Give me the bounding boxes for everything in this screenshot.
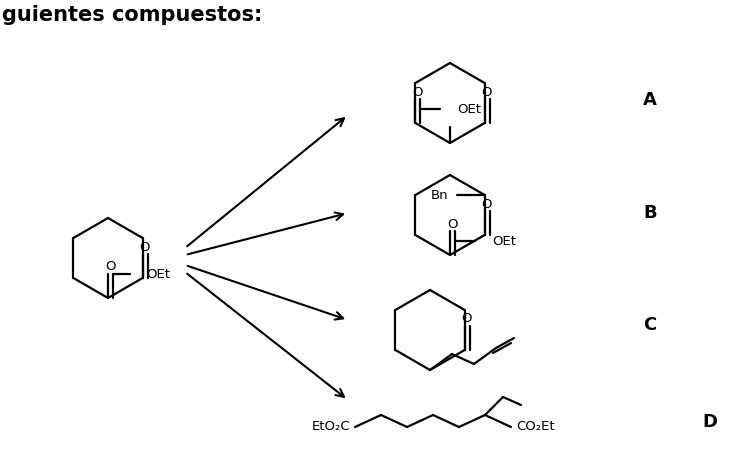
Text: A: A bbox=[643, 91, 657, 109]
Text: CO₂Et: CO₂Et bbox=[516, 420, 555, 434]
Text: O: O bbox=[105, 261, 115, 273]
Text: O: O bbox=[447, 218, 457, 230]
Text: EtO₂C: EtO₂C bbox=[311, 420, 350, 434]
Text: C: C bbox=[644, 316, 656, 334]
Text: O: O bbox=[481, 85, 492, 99]
Text: D: D bbox=[702, 413, 717, 431]
Text: guientes compuestos:: guientes compuestos: bbox=[2, 5, 262, 25]
Text: OEt: OEt bbox=[146, 267, 170, 281]
Text: O: O bbox=[139, 240, 150, 254]
Text: B: B bbox=[643, 204, 656, 222]
Text: O: O bbox=[481, 198, 492, 210]
Text: OEt: OEt bbox=[492, 235, 516, 247]
Text: O: O bbox=[412, 85, 423, 99]
Text: Bn: Bn bbox=[431, 189, 449, 201]
Text: O: O bbox=[462, 312, 472, 326]
Text: OEt: OEt bbox=[457, 102, 481, 116]
